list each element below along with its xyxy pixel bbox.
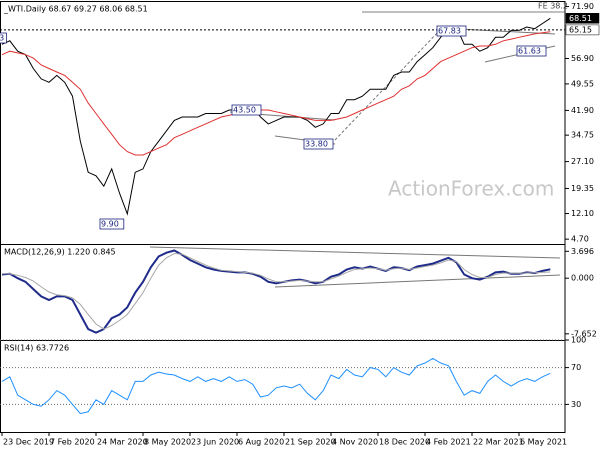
- x-tick-label: 21 Sep 2020: [285, 438, 336, 447]
- x-tick-label: 24 Mar 2020: [97, 438, 148, 447]
- panel-frame: [0, 1, 566, 245]
- annotation: 61.63: [518, 47, 541, 56]
- annotation: 43.50: [233, 106, 256, 115]
- price-label: 65.15: [569, 25, 592, 34]
- panel-title: MACD(12,26,9) 1.220 0.845: [4, 248, 116, 257]
- y-tick-label: 41.90: [571, 106, 594, 115]
- panel-title: _WTI.Daily 68.67 69.27 68.06 68.51: [3, 5, 148, 14]
- y-tick-label: 34.75: [571, 131, 594, 140]
- y-tick-label: 71.90: [571, 2, 594, 11]
- trend-line: [274, 274, 561, 288]
- annotation-box: [99, 218, 125, 230]
- trend-line: [149, 246, 561, 259]
- price-label: 68.51: [569, 14, 592, 23]
- annotation: 33.80: [305, 140, 328, 149]
- x-tick-label: 23 Dec 2019: [3, 438, 54, 447]
- annotation-box: [231, 104, 262, 116]
- panel-title: RSI(14) 63.7726: [4, 344, 69, 353]
- x-tick-label: 22 Mar 2021: [473, 438, 524, 447]
- y-tick-label: 12.10: [571, 209, 594, 218]
- price-label-box: [565, 24, 600, 36]
- annotation-box: [436, 25, 467, 37]
- y-tick-label: 100: [571, 336, 586, 345]
- y-tick-label: 30: [571, 400, 581, 409]
- annotation: 83: [0, 34, 4, 43]
- y-tick-label: 3.696: [571, 247, 594, 256]
- y-tick-label: 27.10: [571, 157, 594, 166]
- annotation: FE 38.2: [538, 2, 568, 11]
- y-tick-label: 4.70: [571, 235, 589, 244]
- x-tick-label: 6 May 2021: [520, 438, 567, 447]
- x-tick-label: 7 Feb 2020: [50, 438, 95, 447]
- y-tick-label: 49.55: [571, 79, 594, 88]
- price-label-box: [565, 13, 600, 24]
- annotation-box: [516, 45, 547, 57]
- trend-line: [334, 29, 441, 141]
- annotation-box: [303, 138, 334, 150]
- y-tick-label: 70: [571, 363, 581, 372]
- y-tick-label: 19.35: [571, 184, 594, 193]
- x-tick-label: 6 Aug 2020: [238, 438, 284, 447]
- annotation: 67.83: [438, 27, 461, 36]
- y-tick-label: 56.90: [571, 54, 594, 63]
- annotation-box: [0, 32, 7, 44]
- x-tick-label: 18 Dec 2020: [379, 438, 430, 447]
- series-line: [1, 357, 551, 415]
- x-tick-label: 4 Feb 2021: [426, 438, 471, 447]
- watermark: ActionForex.com: [388, 177, 554, 201]
- x-tick-label: 23 Jun 2020: [191, 438, 239, 447]
- annotation: 9.90: [101, 220, 119, 229]
- panel-frame: [0, 244, 566, 341]
- x-tick-label: 4 Nov 2020: [332, 438, 378, 447]
- series-line: [1, 31, 551, 156]
- y-tick-label: 0.000: [571, 274, 594, 283]
- series-line: [1, 249, 551, 334]
- trend-lines: [149, 27, 561, 288]
- y-tick-label: -7.652: [571, 329, 597, 338]
- series-line: [2, 252, 551, 330]
- x-tick-label: 8 May 2020: [144, 438, 191, 447]
